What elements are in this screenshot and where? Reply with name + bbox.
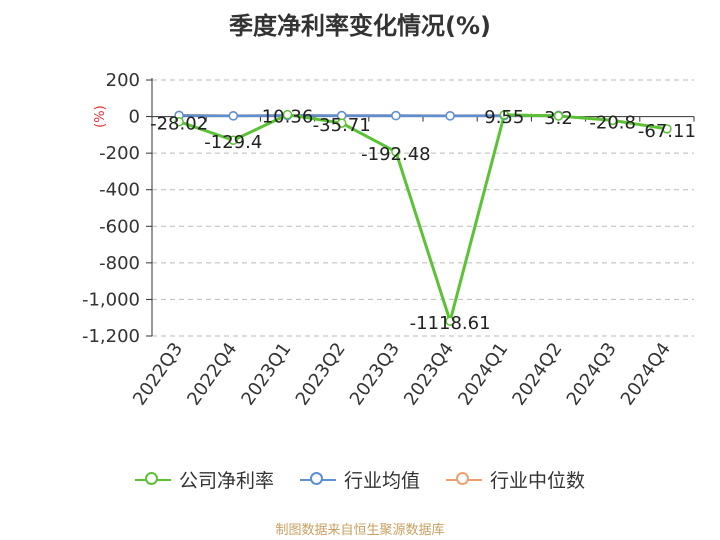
series-line-0 <box>178 113 668 323</box>
data-point <box>445 316 455 326</box>
source-note: 制图数据来自恒生聚源数据库 <box>275 523 445 538</box>
x-tick-label: 2023Q3 <box>346 339 404 410</box>
x-tick-label: 2023Q2 <box>292 339 350 410</box>
y-tick-label: -800 <box>99 253 140 274</box>
data-label: 3.2 <box>544 108 573 129</box>
data-point <box>282 109 293 120</box>
legend-marker-industry-median <box>446 471 482 489</box>
legend-item-industry-mean[interactable]: 行业均值 <box>299 466 420 493</box>
y-tick-label: -400 <box>99 180 140 201</box>
x-tick-label: 2023Q4 <box>400 339 458 410</box>
legend: 公司净利率 行业均值 行业中位数 <box>0 466 720 493</box>
y-tick-label: -1,200 <box>82 326 140 347</box>
chart-title: 季度净利率变化情况(%) <box>229 12 491 40</box>
data-point <box>228 111 239 121</box>
data-point <box>336 118 347 128</box>
data-point <box>445 111 455 121</box>
x-tick-label: 2024Q3 <box>563 339 621 410</box>
data-point <box>391 147 401 157</box>
y-tick-label: -600 <box>99 216 140 237</box>
x-tick-label: 2023Q1 <box>237 339 295 410</box>
data-label: -129.4 <box>204 132 262 153</box>
data-label: -192.48 <box>361 144 430 165</box>
y-tick-label: 200 <box>106 70 140 91</box>
legend-marker-company <box>134 471 171 489</box>
data-point <box>228 135 239 145</box>
data-point <box>607 115 618 126</box>
data-label: 10.36 <box>262 107 314 128</box>
data-label: 9.55 <box>484 107 524 128</box>
x-tick-label: 2024Q1 <box>454 339 512 410</box>
legend-item-industry-median[interactable]: 行业中位数 <box>446 466 585 493</box>
x-tick-label: 2024Q2 <box>508 339 566 410</box>
data-label: -20.8 <box>589 112 636 133</box>
data-point <box>499 110 510 120</box>
data-label: -67.11 <box>638 121 696 142</box>
data-label: -1118.61 <box>410 313 491 334</box>
y-axis-label: (%) <box>93 105 108 128</box>
x-tick-label: 2022Q4 <box>183 339 241 410</box>
y-tick-label: -1,000 <box>82 289 140 310</box>
data-point <box>662 124 672 134</box>
data-point <box>174 116 184 127</box>
y-tick-label: -200 <box>99 143 140 164</box>
data-label: -35.71 <box>313 115 371 136</box>
x-tick-label: 2024Q4 <box>617 339 675 410</box>
legend-label-industry-mean: 行业均值 <box>343 470 420 492</box>
data-label: -28.02 <box>150 114 208 135</box>
y-tick-label: 0 <box>129 107 140 128</box>
legend-item-company[interactable]: 公司净利率 <box>134 466 274 493</box>
data-point <box>553 111 564 121</box>
legend-label-company: 公司净利率 <box>178 470 274 492</box>
data-point <box>391 110 401 121</box>
legend-label-industry-median: 行业中位数 <box>490 470 586 492</box>
legend-marker-industry-mean <box>299 471 336 489</box>
x-tick-label: 2022Q3 <box>129 339 187 410</box>
